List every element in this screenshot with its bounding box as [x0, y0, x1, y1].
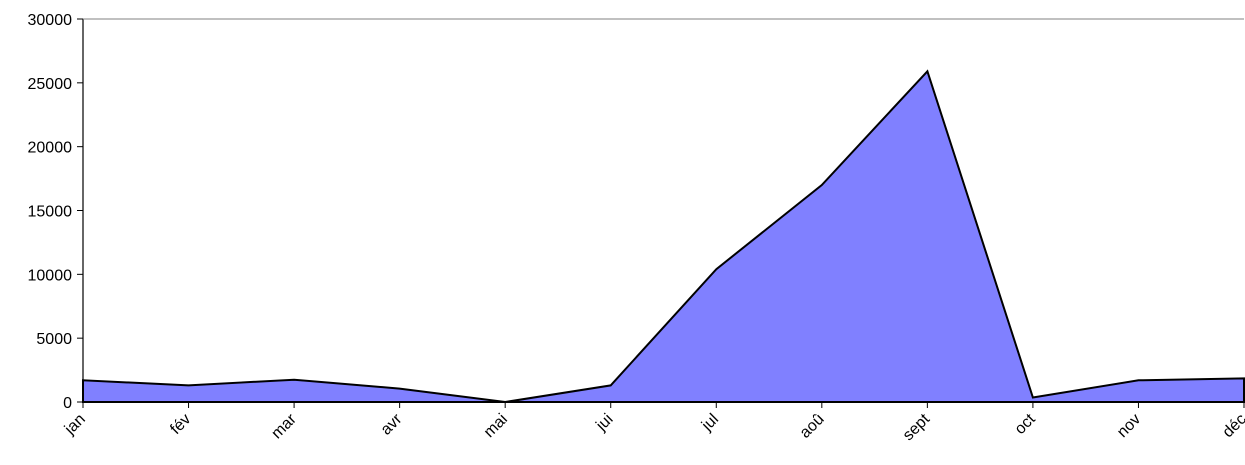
- y-tick-label: 0: [63, 395, 72, 412]
- x-tick-label: jul: [698, 411, 722, 435]
- y-tick-label: 5000: [36, 331, 72, 348]
- x-tick-label: aoû: [797, 411, 828, 442]
- y-tick-label: 25000: [28, 76, 73, 93]
- y-tick-label: 30000: [28, 12, 73, 29]
- y-axis-ticks: 0 5000 10000 15000 20000 25000 30000: [28, 12, 83, 412]
- x-tick-label: jui: [593, 411, 617, 435]
- y-tick-label: 20000: [28, 140, 73, 157]
- x-tick-label: mai: [481, 411, 511, 441]
- x-tick-label: sept: [900, 410, 934, 444]
- x-tick-label: mar: [268, 410, 300, 442]
- x-axis-ticks: jan fév mar avr mai jui jul aoû sept oct nov déc: [61, 402, 1245, 444]
- area-series: [82, 69, 1245, 404]
- y-tick-label: 10000: [28, 267, 73, 284]
- x-tick-label: avr: [378, 410, 406, 438]
- x-tick-label: jan: [61, 411, 89, 439]
- x-tick-label: fév: [167, 411, 194, 438]
- x-tick-label: déc: [1220, 411, 1245, 441]
- x-tick-label: nov: [1114, 411, 1144, 441]
- x-tick-label: oct: [1012, 410, 1040, 438]
- y-tick-label: 15000: [28, 204, 73, 221]
